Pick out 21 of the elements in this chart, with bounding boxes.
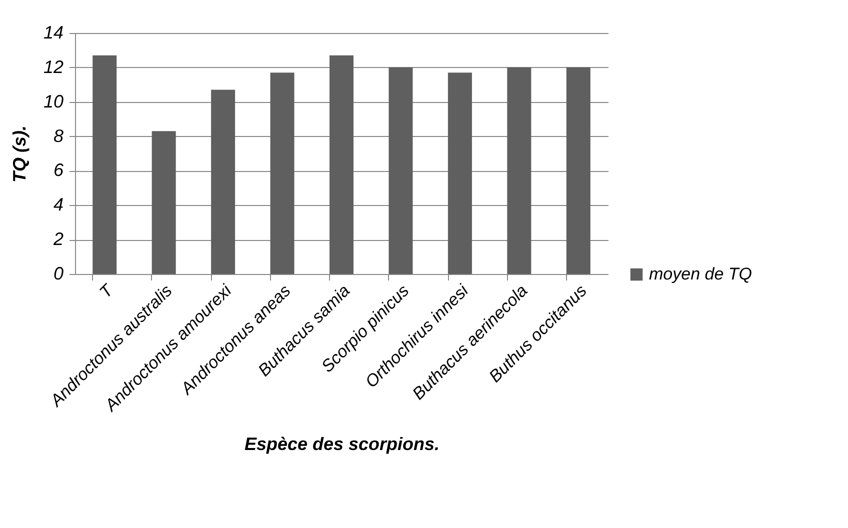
bar xyxy=(448,72,472,274)
x-tick-label: T xyxy=(96,280,118,302)
y-axis-title: TQ (s). xyxy=(9,126,30,182)
x-axis-title: Espèce des scorpions. xyxy=(244,434,440,454)
bar xyxy=(92,55,117,274)
y-tick-label: 8 xyxy=(53,126,64,146)
bar xyxy=(330,55,354,274)
y-tick-label: 0 xyxy=(53,264,64,284)
bar xyxy=(211,90,236,274)
y-tick-label: 12 xyxy=(43,56,64,77)
y-tick-label: 14 xyxy=(43,22,64,42)
bar xyxy=(152,131,176,274)
bar xyxy=(270,72,294,274)
y-tick-label: 4 xyxy=(53,194,64,215)
y-tick-label: 10 xyxy=(43,91,64,112)
bar xyxy=(388,67,413,274)
bar xyxy=(507,67,532,274)
legend-label: moyen de TQ xyxy=(649,264,752,284)
y-tick-label: 2 xyxy=(52,229,64,250)
bar xyxy=(566,67,590,274)
y-tick-label: 6 xyxy=(53,160,64,180)
